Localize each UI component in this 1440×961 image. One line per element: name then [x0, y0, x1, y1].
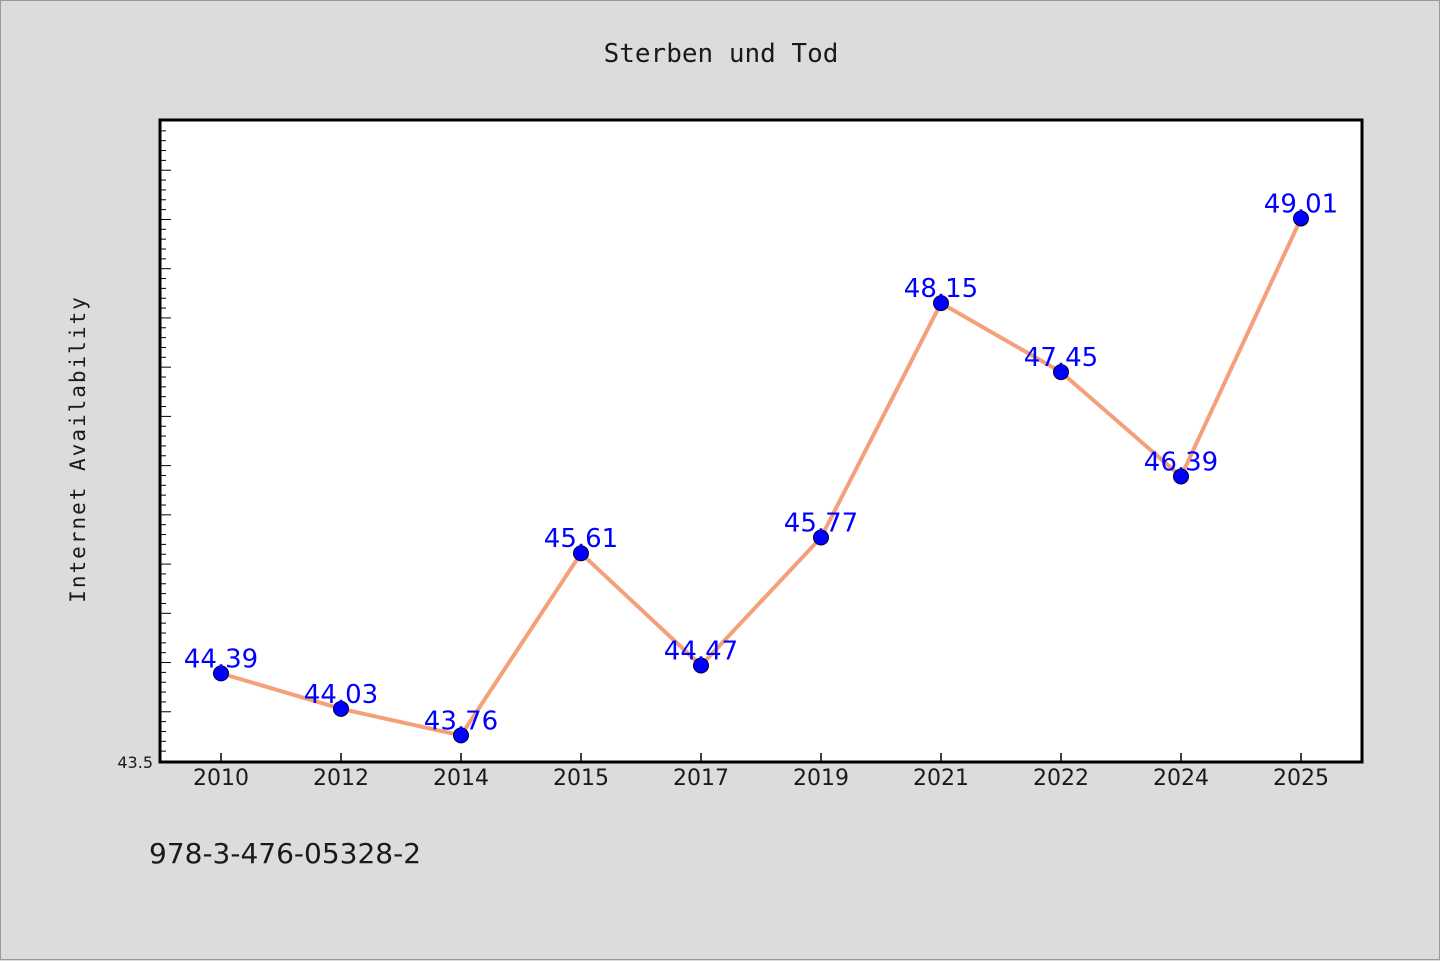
x-tick-label: 2015: [553, 766, 609, 791]
series-layer: [213, 210, 1309, 744]
y-axis-label: Internet Availability: [66, 295, 90, 603]
x-tick-label: 2014: [433, 766, 489, 791]
isbn-text: 978-3-476-05328-2: [149, 837, 421, 870]
x-tick-label: 2019: [793, 766, 849, 791]
y-axis-ticks: [161, 120, 171, 752]
data-label: 46.39: [1144, 447, 1218, 477]
data-label: 47.45: [1024, 343, 1098, 373]
y-tick-label-min: 43.5: [117, 753, 153, 772]
data-point: [933, 295, 949, 312]
data-point: [573, 545, 589, 562]
chart-title: Sterben und Tod: [604, 39, 839, 69]
data-point: [453, 727, 469, 744]
x-tick-label: 2012: [313, 766, 369, 791]
data-label-layer: 44.39 44.03 43.76 45.61 44.47 45.77 48.15 47.45…: [184, 189, 1338, 736]
x-tick-label: 2021: [913, 766, 969, 791]
x-tick-label: 2010: [193, 766, 249, 791]
data-point: [1173, 468, 1189, 485]
x-tick-label: 2025: [1273, 766, 1329, 791]
data-point: [1293, 210, 1309, 227]
data-point: [213, 665, 229, 682]
data-label: 48.15: [904, 274, 978, 304]
data-point: [693, 657, 709, 674]
data-point: [333, 700, 349, 717]
data-label: 44.03: [304, 680, 378, 710]
data-label: 43.76: [424, 706, 498, 736]
series-line: [219, 216, 1303, 738]
data-point: [813, 529, 829, 546]
x-tick-label: 2022: [1033, 766, 1089, 791]
x-tick-label: 2017: [673, 766, 729, 791]
data-label: 45.77: [784, 508, 858, 538]
data-label: 44.47: [664, 636, 738, 666]
x-axis: 2010 2012 2014 2015 2017 2019 2021 2022 2024 2025: [193, 753, 1329, 791]
data-label: 44.39: [184, 644, 258, 674]
data-label: 45.61: [544, 524, 618, 554]
plot-area: [158, 118, 1364, 764]
x-tick-label: 2024: [1153, 766, 1209, 791]
data-label: 49.01: [1264, 189, 1338, 219]
data-point: [1053, 364, 1069, 381]
